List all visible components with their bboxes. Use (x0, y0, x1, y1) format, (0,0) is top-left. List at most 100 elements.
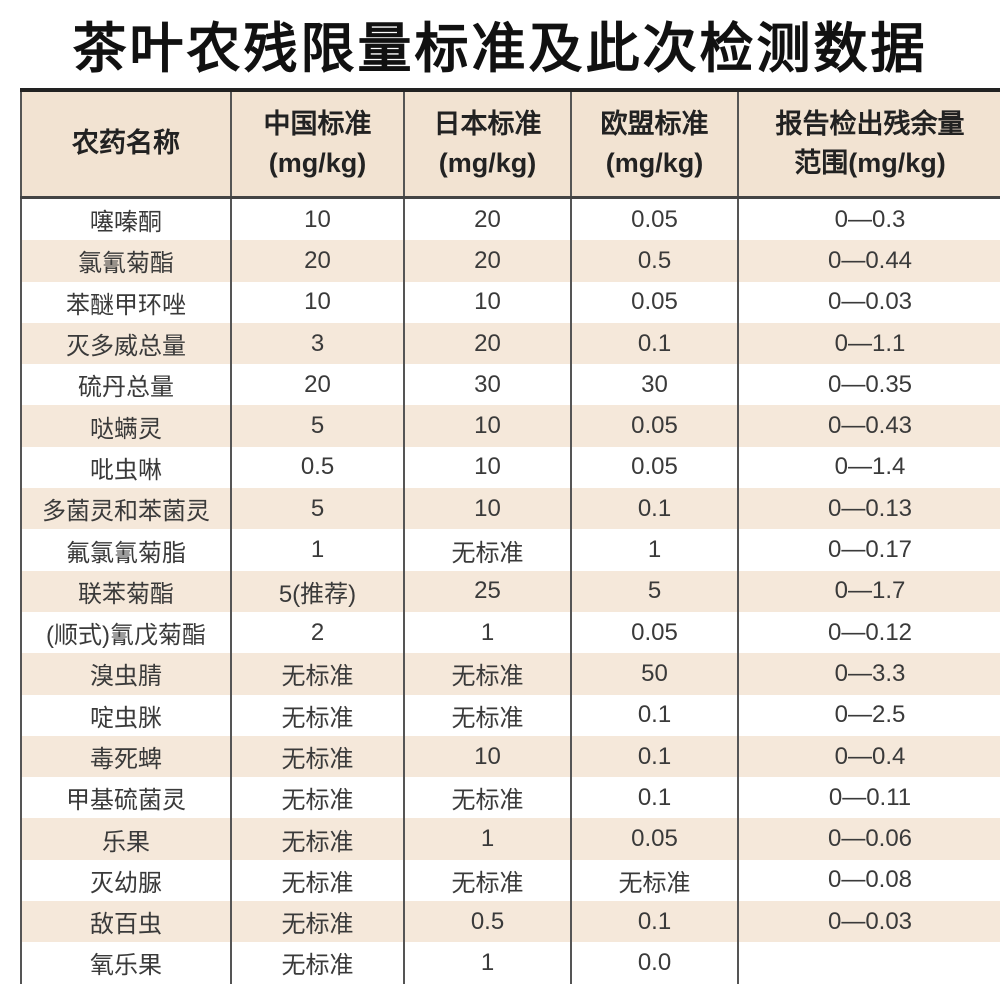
table-cell: 无标准 (230, 859, 404, 902)
table-cell: 3 (230, 322, 404, 365)
table-cell: 灭多威总量 (20, 322, 231, 365)
table-cell: 吡虫啉 (20, 446, 231, 489)
table-cell: 25 (403, 570, 571, 612)
table-cell: 0.05 (570, 611, 738, 654)
table-row: 氯氰菊酯 20 20 0.5 0—0.44 (20, 240, 1000, 282)
table-cell: 无标准 (230, 694, 404, 736)
table-cell: 无标准 (403, 694, 571, 736)
table-cell: 氯氰菊酯 (20, 240, 231, 282)
table-cell: 10 (403, 488, 571, 530)
table-cell: 0—0.4 (737, 735, 1000, 778)
table-row: 噻嗪酮 10 20 0.05 0—0.3 (20, 197, 1000, 241)
title: 茶叶农残限量标准及此次检测数据 (72, 19, 928, 79)
table-row: (顺式)氰戊菊酯 2 1 0.05 0—0.12 (20, 611, 1000, 654)
table-cell: 0.05 (570, 818, 738, 860)
table-cell: 5 (570, 570, 738, 612)
table-cell: 啶虫脒 (20, 694, 231, 736)
table-cell: 0—0.03 (737, 281, 1000, 323)
table-cell: 10 (403, 735, 571, 778)
table-cell: 溴虫腈 (20, 653, 231, 695)
table-cell: 1 (570, 529, 738, 571)
table-cell: 0—0.17 (737, 529, 1000, 571)
table-row: 毒死蜱 无标准 10 0.1 0—0.4 (20, 735, 1000, 778)
table-row: 敌百虫 无标准 0.5 0.1 0—0.03 (20, 901, 1000, 943)
table-cell: 氟氯氰菊脂 (20, 529, 231, 571)
table-cell: 50 (570, 653, 738, 695)
table-cell: 无标准 (403, 859, 571, 902)
table-cell: 0—1.1 (737, 322, 1000, 365)
table-cell: 甲基硫菌灵 (20, 777, 231, 819)
table-cell: 10 (403, 405, 571, 447)
table-row: 乐果 无标准 1 0.05 0—0.06 (20, 818, 1000, 860)
table-cell: 无标准 (403, 777, 571, 819)
table-cell: 0—0.12 (737, 611, 1000, 654)
table-cell: 无标准 (230, 777, 404, 819)
table-cell: 0—0.3 (737, 197, 1000, 241)
table-row: 多菌灵和苯菌灵 5 10 0.1 0—0.13 (20, 488, 1000, 530)
table-cell: 多菌灵和苯菌灵 (20, 488, 231, 530)
table-cell: 0—0.43 (737, 405, 1000, 447)
table-cell: 毒死蜱 (20, 735, 231, 778)
column-header: 农药名称 (20, 90, 231, 199)
table-cell: 0—0.13 (737, 488, 1000, 530)
table-cell: 20 (230, 240, 404, 282)
header-row: 农药名称 中国标准 (mg/kg) 日本标准 (mg/kg) 欧盟标准 (mg/kg)… (20, 90, 1000, 199)
table-cell: 硫丹总量 (20, 364, 231, 406)
table-row: 氟氯氰菊脂 1 无标准 1 0—0.17 (20, 529, 1000, 571)
table-cell: 10 (230, 197, 404, 241)
table-cell: (顺式)氰戊菊酯 (20, 611, 231, 654)
table-cell: 0—0.35 (737, 364, 1000, 406)
table-cell: 联苯菊酯 (20, 570, 231, 612)
table-row: 吡虫啉 0.5 10 0.05 0—1.4 (20, 446, 1000, 489)
table-cell: 0—2.5 (737, 694, 1000, 736)
table-cell: 0—1.7 (737, 570, 1000, 612)
table-cell: 0—0.11 (737, 777, 1000, 819)
table-cell: 0.1 (570, 488, 738, 530)
table-cell: 敌百虫 (20, 901, 231, 943)
table-cell: 0.1 (570, 322, 738, 365)
column-header: 欧盟标准 (mg/kg) (570, 90, 738, 199)
table-body: 噻嗪酮 10 20 0.05 0—0.3 氯氰菊酯 20 20 0.5 0—0.44 苯醚甲环唑 10… (20, 197, 1000, 984)
table-cell: 1 (403, 818, 571, 860)
table-cell (737, 942, 1000, 984)
table-cell: 0.05 (570, 405, 738, 447)
table-row: 溴虫腈 无标准 无标准 50 0—3.3 (20, 653, 1000, 695)
table-cell: 灭幼脲 (20, 859, 231, 902)
table-cell: 1 (230, 529, 404, 571)
table-cell: 无标准 (230, 735, 404, 778)
table-row: 哒螨灵 5 10 0.05 0—0.43 (20, 405, 1000, 447)
table-row: 灭幼脲 无标准 无标准 无标准 0—0.08 (20, 859, 1000, 902)
table-cell: 无标准 (230, 901, 404, 943)
column-header: 日本标准 (mg/kg) (403, 90, 571, 199)
table-cell: 5(推荐) (230, 570, 404, 612)
table-cell: 20 (403, 322, 571, 365)
table-cell: 1 (403, 942, 571, 984)
table-cell: 0—0.06 (737, 818, 1000, 860)
table-cell: 0.0 (570, 942, 738, 984)
table-cell: 0.05 (570, 281, 738, 323)
table-cell: 0.5 (403, 901, 571, 943)
table-cell: 0—0.03 (737, 901, 1000, 943)
table-cell: 30 (403, 364, 571, 406)
table-cell: 无标准 (403, 529, 571, 571)
table-cell: 10 (403, 446, 571, 489)
column-header: 中国标准 (mg/kg) (230, 90, 404, 199)
data-table: 农药名称 中国标准 (mg/kg) 日本标准 (mg/kg) 欧盟标准 (mg/kg)… (20, 88, 1000, 984)
table-cell: 无标准 (230, 653, 404, 695)
table-cell: 20 (230, 364, 404, 406)
table-cell: 0.05 (570, 197, 738, 241)
table-row: 甲基硫菌灵 无标准 无标准 0.1 0—0.11 (20, 777, 1000, 819)
table-cell: 0.1 (570, 694, 738, 736)
table-cell: 乐果 (20, 818, 231, 860)
column-header: 报告检出残余量 范围(mg/kg) (737, 90, 1000, 199)
table-cell: 0—0.44 (737, 240, 1000, 282)
table-row: 联苯菊酯 5(推荐) 25 5 0—1.7 (20, 570, 1000, 612)
table-cell: 噻嗪酮 (20, 197, 231, 241)
table-row: 灭多威总量 3 20 0.1 0—1.1 (20, 322, 1000, 365)
table-cell: 苯醚甲环唑 (20, 281, 231, 323)
table-row: 苯醚甲环唑 10 10 0.05 0—0.03 (20, 281, 1000, 323)
table-cell: 5 (230, 488, 404, 530)
table-cell: 氧乐果 (20, 942, 231, 984)
table-cell: 20 (403, 197, 571, 241)
